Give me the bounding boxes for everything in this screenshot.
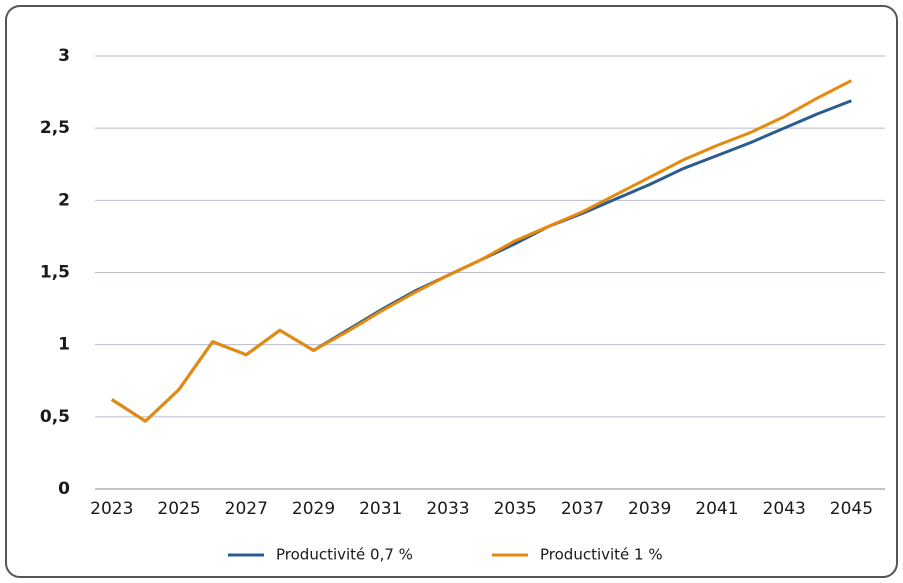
x-tick-label: 2033 (426, 499, 469, 519)
x-tick-label: 2037 (561, 499, 604, 519)
x-tick-label: 2025 (157, 499, 200, 519)
y-tick-label: 3 (58, 46, 70, 66)
y-tick-label: 1 (58, 335, 70, 355)
frame (5, 5, 898, 578)
line-series (110, 79, 853, 423)
y-tick-label: 2 (58, 190, 70, 210)
legend-label: Productivité 0,7 % (276, 546, 413, 564)
x-tick-label: 2039 (628, 499, 671, 519)
x-tick-label: 2031 (359, 499, 402, 519)
y-tick-label: 1,5 (40, 263, 70, 283)
y-tick-label: 0 (58, 479, 70, 499)
x-tick-label: 2023 (90, 499, 133, 519)
x-tick-label: 2027 (225, 499, 268, 519)
x-tick-label: 2035 (494, 499, 537, 519)
x-tick-label: 2045 (830, 499, 873, 519)
y-tick-label: 0,5 (40, 407, 70, 427)
x-tick-label: 2041 (695, 499, 738, 519)
y-tick-label: 2,5 (40, 118, 70, 138)
x-tick-label: 2043 (763, 499, 806, 519)
legend-label: Productivité 1 % (540, 546, 663, 564)
x-tick-label: 2029 (292, 499, 335, 519)
